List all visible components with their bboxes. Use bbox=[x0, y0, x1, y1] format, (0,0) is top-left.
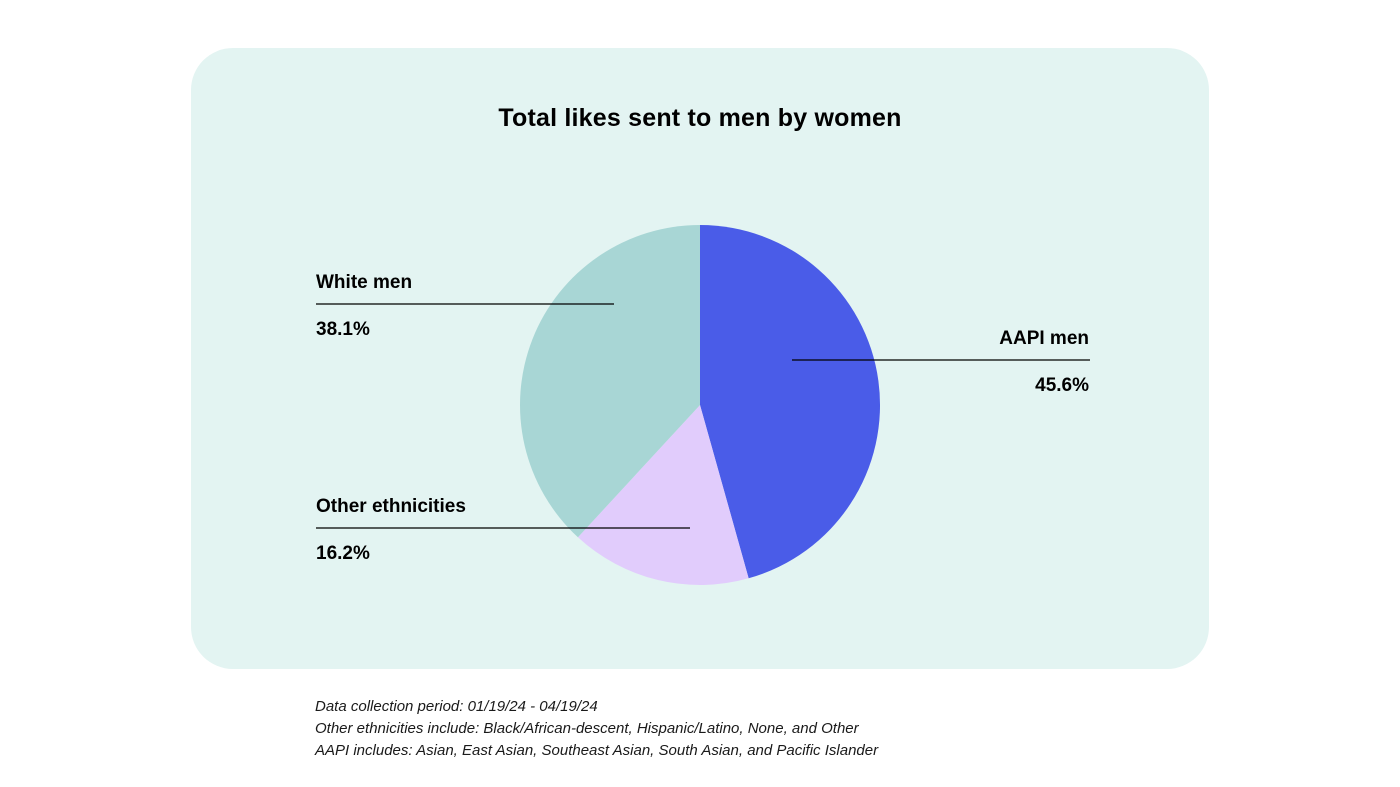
footnote-collection-period: Data collection period: 01/19/24 - 04/19… bbox=[315, 698, 598, 715]
footnote-other-ethnicities: Other ethnicities include: Black/African… bbox=[315, 720, 859, 737]
slice-value-other-ethnicities: 16.2% bbox=[316, 543, 370, 564]
slice-label-aapi-men: AAPI men bbox=[999, 328, 1089, 349]
footnote-aapi: AAPI includes: Asian, East Asian, Southe… bbox=[315, 742, 879, 759]
pie-slices bbox=[520, 225, 881, 586]
slice-value-aapi-men: 45.6% bbox=[1035, 375, 1089, 396]
chart-title: Total likes sent to men by women bbox=[498, 104, 902, 132]
slice-label-other-ethnicities: Other ethnicities bbox=[316, 496, 466, 517]
slice-label-white-men: White men bbox=[316, 272, 413, 293]
leader-lines bbox=[316, 303, 1090, 529]
pie-slice-aapi-men bbox=[700, 225, 881, 579]
slice-value-white-men: 38.1% bbox=[316, 319, 370, 340]
footnotes: Data collection period: 01/19/24 - 04/19… bbox=[315, 696, 878, 762]
pie-slice-white-men bbox=[520, 225, 700, 538]
pie-slice-other-ethnicities bbox=[577, 405, 749, 586]
